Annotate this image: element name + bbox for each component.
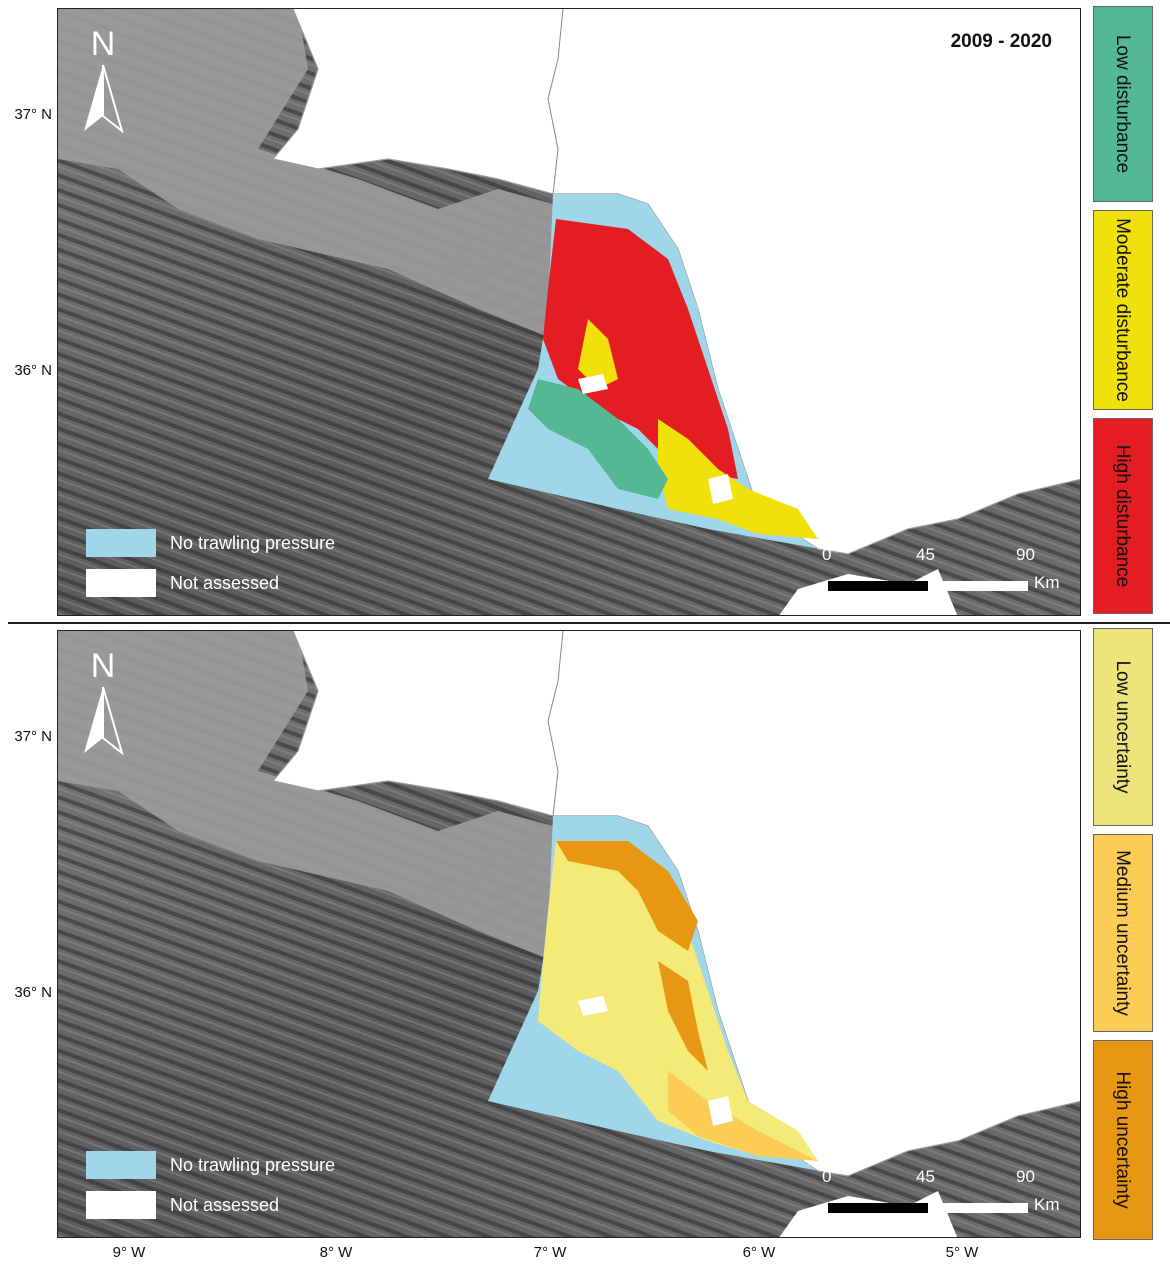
scale-tick-45: 45: [916, 545, 935, 564]
scale-tick-45: 45: [916, 1167, 935, 1186]
legend-item-no-trawling: No trawling pressure: [86, 527, 346, 559]
north-label: N: [91, 647, 116, 685]
moderate-disturbance-patch: [578, 319, 618, 389]
panel-separator: [8, 622, 1170, 624]
lat-label-36-bottom: 36° N: [14, 984, 52, 1001]
colorbar-label: Low uncertainty: [1112, 660, 1133, 794]
legend-label-not-assessed: Not assessed: [170, 1194, 280, 1215]
lon-label-7w: 7° W: [533, 1244, 567, 1261]
lon-label-6w: 6° W: [742, 1244, 776, 1261]
lat-label-37-top: 37° N: [14, 106, 52, 123]
continental-shelf: [58, 631, 553, 961]
colorbar-medium-uncertainty: Medium uncertainty: [1093, 834, 1153, 1032]
disturbance-map-panel: 2009 - 2020 N No trawling pressure Not a…: [57, 8, 1081, 616]
uncertainty-map: [58, 631, 1080, 1237]
low-disturbance-area: [528, 379, 668, 499]
map-legend: No trawling pressure Not assessed: [86, 527, 346, 607]
colorbar-moderate-disturbance: Moderate disturbance: [1093, 210, 1153, 410]
lat-label-37-bottom: 37° N: [14, 728, 52, 745]
colorbar-low-disturbance: Low disturbance: [1093, 6, 1153, 202]
not-assessed-patch: [578, 374, 733, 504]
lat-label-36-top: 36° N: [14, 362, 52, 379]
scale-bar: 0 45 90 Km: [822, 545, 1068, 605]
scale-tick-90: 90: [1016, 1167, 1035, 1186]
high-uncertainty-area: [556, 841, 708, 1071]
uncertainty-map-panel: N No trawling pressure Not assessed 0 45…: [57, 630, 1081, 1238]
legend-swatch-not-assessed: [86, 569, 156, 597]
legend-swatch-not-assessed: [86, 1191, 156, 1219]
scale-bar: 0 45 90 Km: [822, 1167, 1068, 1227]
land-africa: [779, 569, 958, 615]
legend-swatch-no-trawling: [86, 529, 156, 557]
north-label: N: [91, 25, 116, 63]
continental-shelf: [58, 9, 553, 339]
scale-tick-0: 0: [822, 1167, 832, 1186]
period-label: 2009 - 2020: [950, 31, 1052, 52]
legend-item-not-assessed: Not assessed: [86, 567, 346, 599]
scale-unit: Km: [1034, 573, 1060, 592]
legend-label-no-trawling: No trawling pressure: [170, 532, 336, 553]
land-iberia: [273, 9, 1080, 554]
scale-tick-90: 90: [1016, 545, 1035, 564]
medium-uncertainty-area: [668, 1071, 818, 1161]
colorbar-label: High disturbance: [1112, 444, 1133, 588]
lon-label-8w: 8° W: [319, 1244, 353, 1261]
legend-item-not-assessed: Not assessed: [86, 1189, 346, 1221]
high-disturbance-area: [543, 219, 738, 479]
moderate-disturbance-area: [658, 419, 818, 539]
colorbar-high-disturbance: High disturbance: [1093, 418, 1153, 614]
map-legend: No trawling pressure Not assessed: [86, 1149, 346, 1229]
land-africa: [779, 1191, 958, 1237]
river: [547, 631, 564, 817]
lon-label-5w: 5° W: [945, 1244, 979, 1261]
colorbar-label: Low disturbance: [1112, 34, 1133, 174]
north-arrow-icon: N: [84, 25, 124, 133]
colorbar-label: Medium uncertainty: [1112, 850, 1133, 1016]
not-assessed-patch: [578, 996, 733, 1126]
river: [547, 9, 564, 195]
lon-label-9w: 9° W: [112, 1244, 146, 1261]
land-iberia: [273, 631, 1080, 1176]
north-arrow-icon: N: [84, 647, 124, 755]
legend-label-not-assessed: Not assessed: [170, 572, 280, 593]
legend-swatch-no-trawling: [86, 1151, 156, 1179]
scale-unit: Km: [1034, 1195, 1060, 1214]
colorbar-high-uncertainty: High uncertainty: [1093, 1040, 1153, 1240]
legend-label-no-trawling: No trawling pressure: [170, 1154, 336, 1175]
scale-tick-0: 0: [822, 545, 832, 564]
disturbance-map: [58, 9, 1080, 615]
colorbar-low-uncertainty: Low uncertainty: [1093, 628, 1153, 826]
colorbar-label: High uncertainty: [1112, 1071, 1133, 1209]
colorbar-label: Moderate disturbance: [1112, 218, 1133, 402]
legend-item-no-trawling: No trawling pressure: [86, 1149, 346, 1181]
